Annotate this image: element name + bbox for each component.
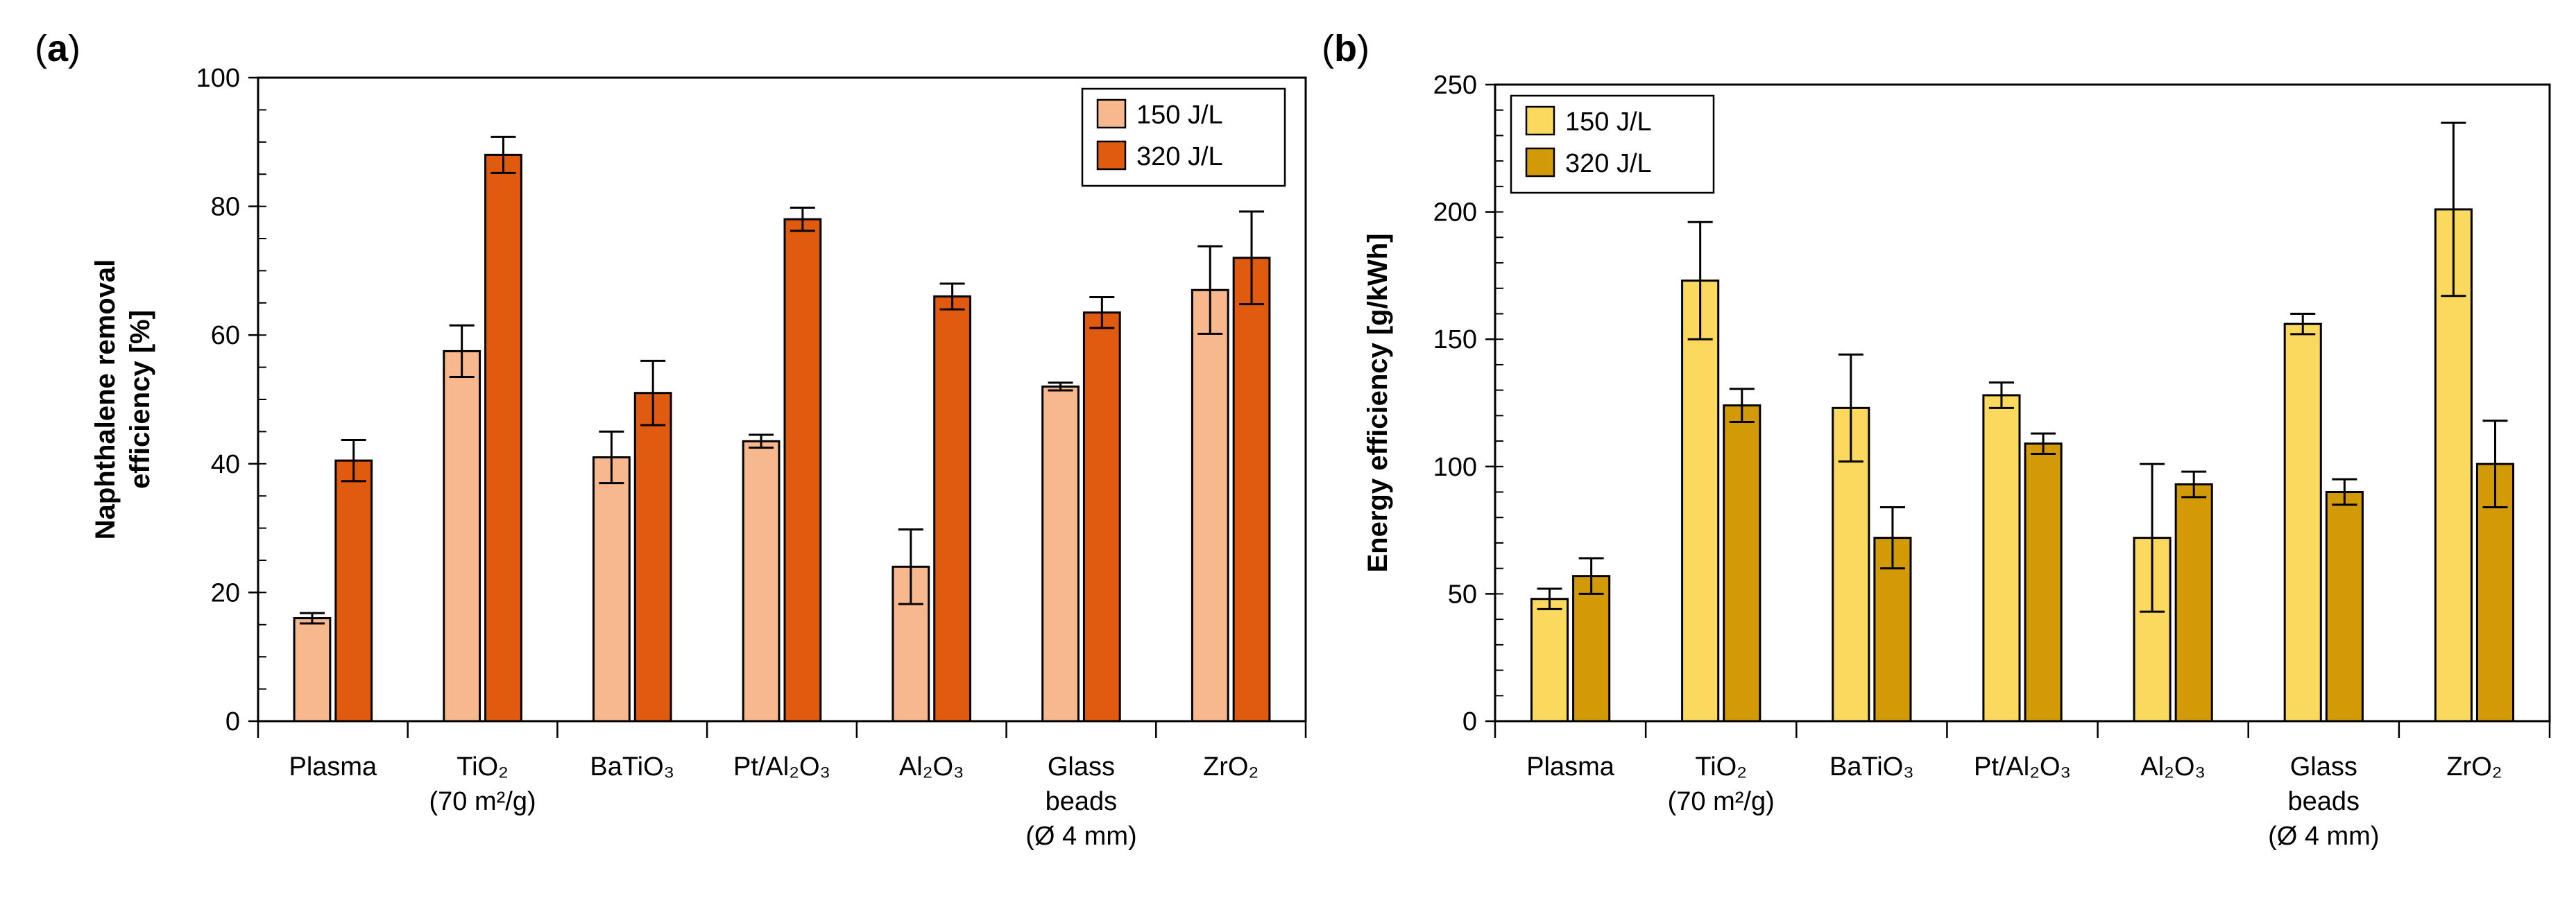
bar-150jl xyxy=(1681,279,1720,723)
x-category-label: Al₂O₃ xyxy=(2140,752,2206,782)
bar-320jl xyxy=(933,295,971,723)
bar-320jl xyxy=(1082,311,1121,723)
x-category-label: ZrO₂ xyxy=(1203,752,1259,782)
bar-150jl xyxy=(1982,394,2021,723)
bar-150jl xyxy=(1530,598,1569,723)
x-category-label: Pt/Al₂O₃ xyxy=(1974,752,2071,782)
x-category-label: Glass beads (Ø 4 mm) xyxy=(2268,752,2379,851)
y-tick-label: 250 xyxy=(1433,71,1477,100)
y-tick-label: 50 xyxy=(1448,580,1477,609)
bar-150jl xyxy=(1041,385,1080,723)
bar-320jl xyxy=(334,459,373,723)
y-axis-title: Naphthalene removal efficiency [%] xyxy=(90,259,155,540)
bar-320jl xyxy=(1723,404,1762,723)
x-category-label: Glass beads (Ø 4 mm) xyxy=(1025,752,1136,851)
bar-150jl xyxy=(2283,322,2322,723)
x-category-label: Plasma xyxy=(1526,752,1615,782)
y-tick-label: 20 xyxy=(211,578,240,607)
legend-label: 150 J/L xyxy=(1565,107,1652,137)
legend: 150 J/L 320 J/L xyxy=(1510,94,1715,194)
x-category-label: BaTiO₃ xyxy=(590,752,674,782)
bar-150jl xyxy=(592,456,631,723)
legend-swatch xyxy=(1096,140,1127,171)
chart-panel-2: (b) 0 50 100 150 200 250 Plasma TiO₂ (70 m²/g) BaT… xyxy=(1322,28,2551,851)
legend-label: 320 J/L xyxy=(1565,149,1652,178)
bar-150jl xyxy=(293,617,332,723)
x-category-label: Plasma xyxy=(289,752,377,782)
bar-320jl xyxy=(1572,575,1611,723)
y-tick-label: 200 xyxy=(1433,198,1477,227)
x-category-label: TiO₂ (70 m²/g) xyxy=(1668,752,1775,816)
x-category-label: ZrO₂ xyxy=(2446,752,2502,782)
chart-panel-1: (a) 0 20 40 60 80 100 Plasma TiO₂ (70 m²/g) BaTiO₃… xyxy=(35,28,1307,851)
bar-150jl xyxy=(1191,288,1229,723)
x-category-label: TiO₂ (70 m²/g) xyxy=(429,752,536,816)
bar-320jl xyxy=(2024,442,2063,723)
bar-150jl xyxy=(742,440,781,723)
bar-320jl xyxy=(633,392,672,723)
legend-label: 320 J/L xyxy=(1136,142,1223,171)
bar-320jl xyxy=(484,153,522,723)
plot-frame xyxy=(1494,83,2551,723)
bar-320jl xyxy=(1232,257,1271,723)
bar-320jl xyxy=(783,218,822,723)
x-category-label: Pt/Al₂O₃ xyxy=(733,752,830,782)
x-category-label: BaTiO₃ xyxy=(1829,752,1914,782)
legend: 150 J/L 320 J/L xyxy=(1081,87,1286,187)
x-category-label: Al₂O₃ xyxy=(899,752,964,782)
legend-label: 150 J/L xyxy=(1136,101,1223,130)
y-tick-label: 0 xyxy=(1462,707,1477,736)
legend-swatch xyxy=(1096,98,1127,129)
y-tick-label: 40 xyxy=(211,450,240,479)
legend-swatch xyxy=(1525,147,1555,178)
y-axis-title: Energy efficiency [g/kWh] xyxy=(1363,234,1393,573)
bar-320jl xyxy=(2174,483,2213,723)
legend-swatch xyxy=(1525,105,1555,136)
y-tick-label: 100 xyxy=(1433,453,1477,482)
plot-frame xyxy=(257,76,1307,723)
bar-320jl xyxy=(2325,491,2364,723)
panel-label: (b) xyxy=(1322,28,1370,69)
y-tick-label: 0 xyxy=(225,707,240,736)
y-tick-label: 60 xyxy=(211,321,240,350)
y-tick-label: 150 xyxy=(1433,325,1477,354)
bar-150jl xyxy=(443,349,481,723)
panel-label: (a) xyxy=(35,28,80,69)
y-tick-label: 100 xyxy=(196,64,240,93)
y-tick-label: 80 xyxy=(211,193,240,222)
